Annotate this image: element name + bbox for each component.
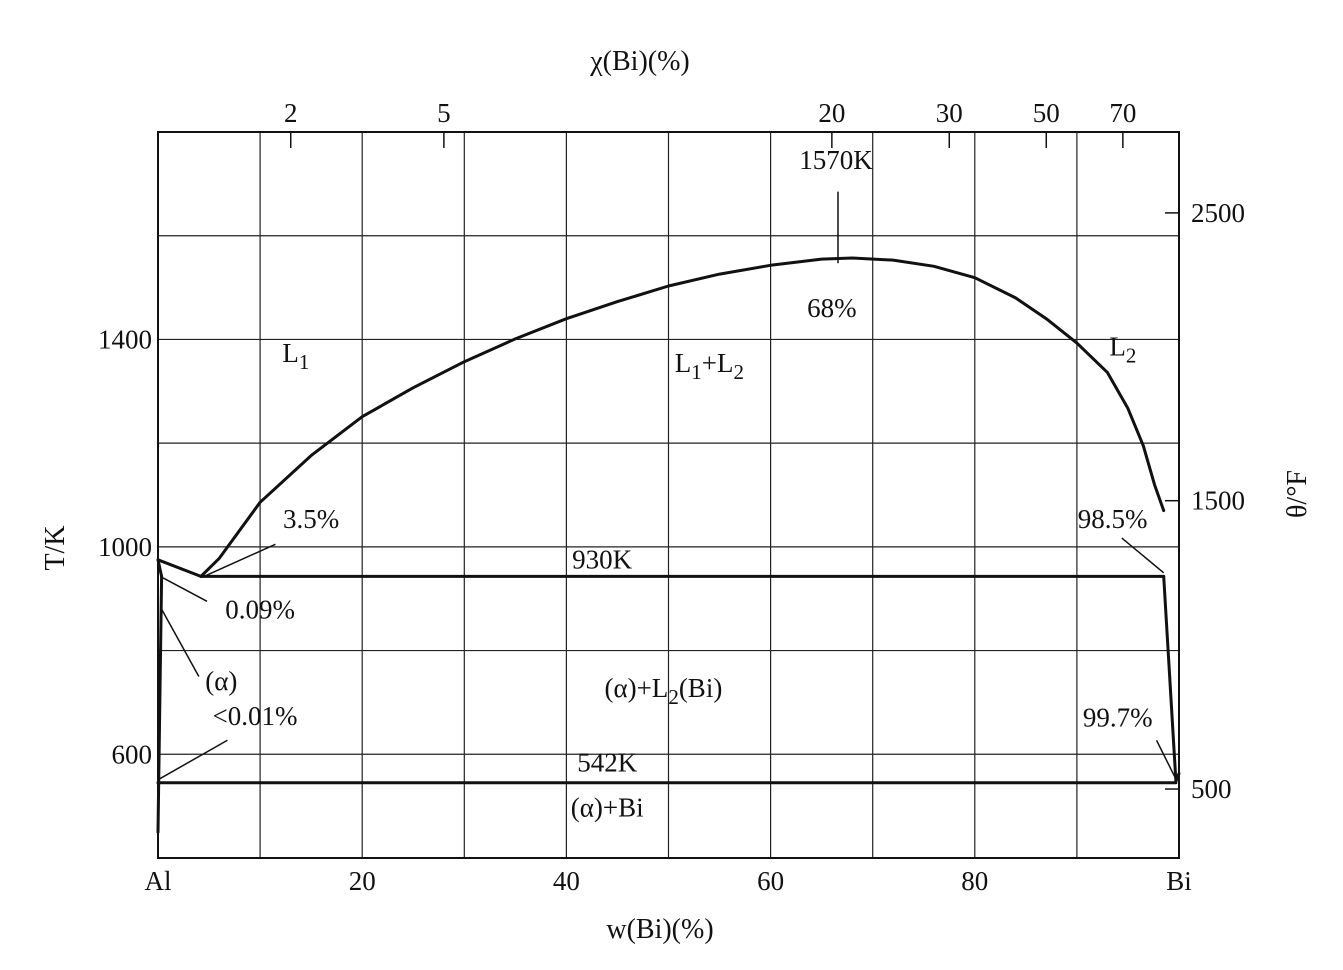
x2-tick-label: 70: [1109, 98, 1136, 128]
annotation-label: 3.5%: [283, 504, 339, 534]
annotation-label: 542K: [577, 747, 638, 777]
x-axis-title: w(Bi)(%): [606, 914, 713, 945]
x-tick-label: 20: [349, 866, 376, 896]
annotation-label: (α)+L2(Bi): [604, 673, 722, 709]
phase-boundary-solvus: [156, 574, 164, 834]
y-tick-label: 1000: [98, 532, 152, 562]
annotation-label: L1: [282, 338, 309, 374]
x2-tick-label: 2: [284, 98, 298, 128]
phase-boundary-solidus: [156, 558, 164, 578]
annotation-label: 68%: [807, 293, 857, 323]
leader-line: [162, 577, 208, 602]
y2-tick-label: 1500: [1191, 486, 1245, 516]
leader-line: [203, 543, 276, 578]
annotation-label: 0.09%: [225, 594, 295, 624]
annotation-label: 930K: [572, 545, 633, 575]
annotation-label: (α)+Bi: [571, 793, 644, 823]
plot-frame: [157, 131, 1180, 859]
leader-line: [160, 608, 200, 677]
y2-tick-label: 500: [1191, 774, 1232, 804]
x-tick-label: 60: [757, 866, 784, 896]
x2-tick-label: 20: [818, 98, 845, 128]
phase-boundary-miscibility_gap: [199, 256, 1166, 578]
x-tick-label: 40: [553, 866, 580, 896]
annotation-label: L1+L2: [675, 348, 744, 384]
x-tick-label: Bi: [1166, 866, 1192, 896]
x-tick-label: 80: [961, 866, 988, 896]
phase-boundary-al_liquidus: [156, 558, 203, 578]
y-tick-label: 600: [112, 739, 153, 769]
leader-line: [158, 739, 228, 780]
leader-line: [1155, 739, 1177, 780]
annotation-label: 99.7%: [1083, 702, 1153, 732]
x2-axis-title: χ(Bi)(%): [589, 46, 690, 77]
x2-tick-label: 30: [936, 98, 963, 128]
annotation-label: <0.01%: [213, 701, 298, 731]
annotation-label: L2: [1109, 332, 1136, 368]
y2-axis-title: θ/°F: [1282, 470, 1313, 518]
y-axis-title: T/K: [40, 525, 71, 570]
phase-boundary-bi_liquidus_tail: [1174, 772, 1181, 783]
annotation-label: (α): [205, 666, 237, 696]
annotation-label: 98.5%: [1078, 504, 1148, 534]
y2-tick-label: 2500: [1191, 198, 1245, 228]
y-tick-label: 1400: [98, 324, 152, 354]
phase-boundary-bi_liquidus: [1162, 574, 1178, 783]
x2-tick-label: 50: [1033, 98, 1060, 128]
annotation-label: 1570K: [799, 145, 873, 175]
x2-tick-label: 5: [437, 98, 451, 128]
x-tick-label: Al: [145, 866, 172, 896]
leader-line: [1121, 537, 1165, 574]
